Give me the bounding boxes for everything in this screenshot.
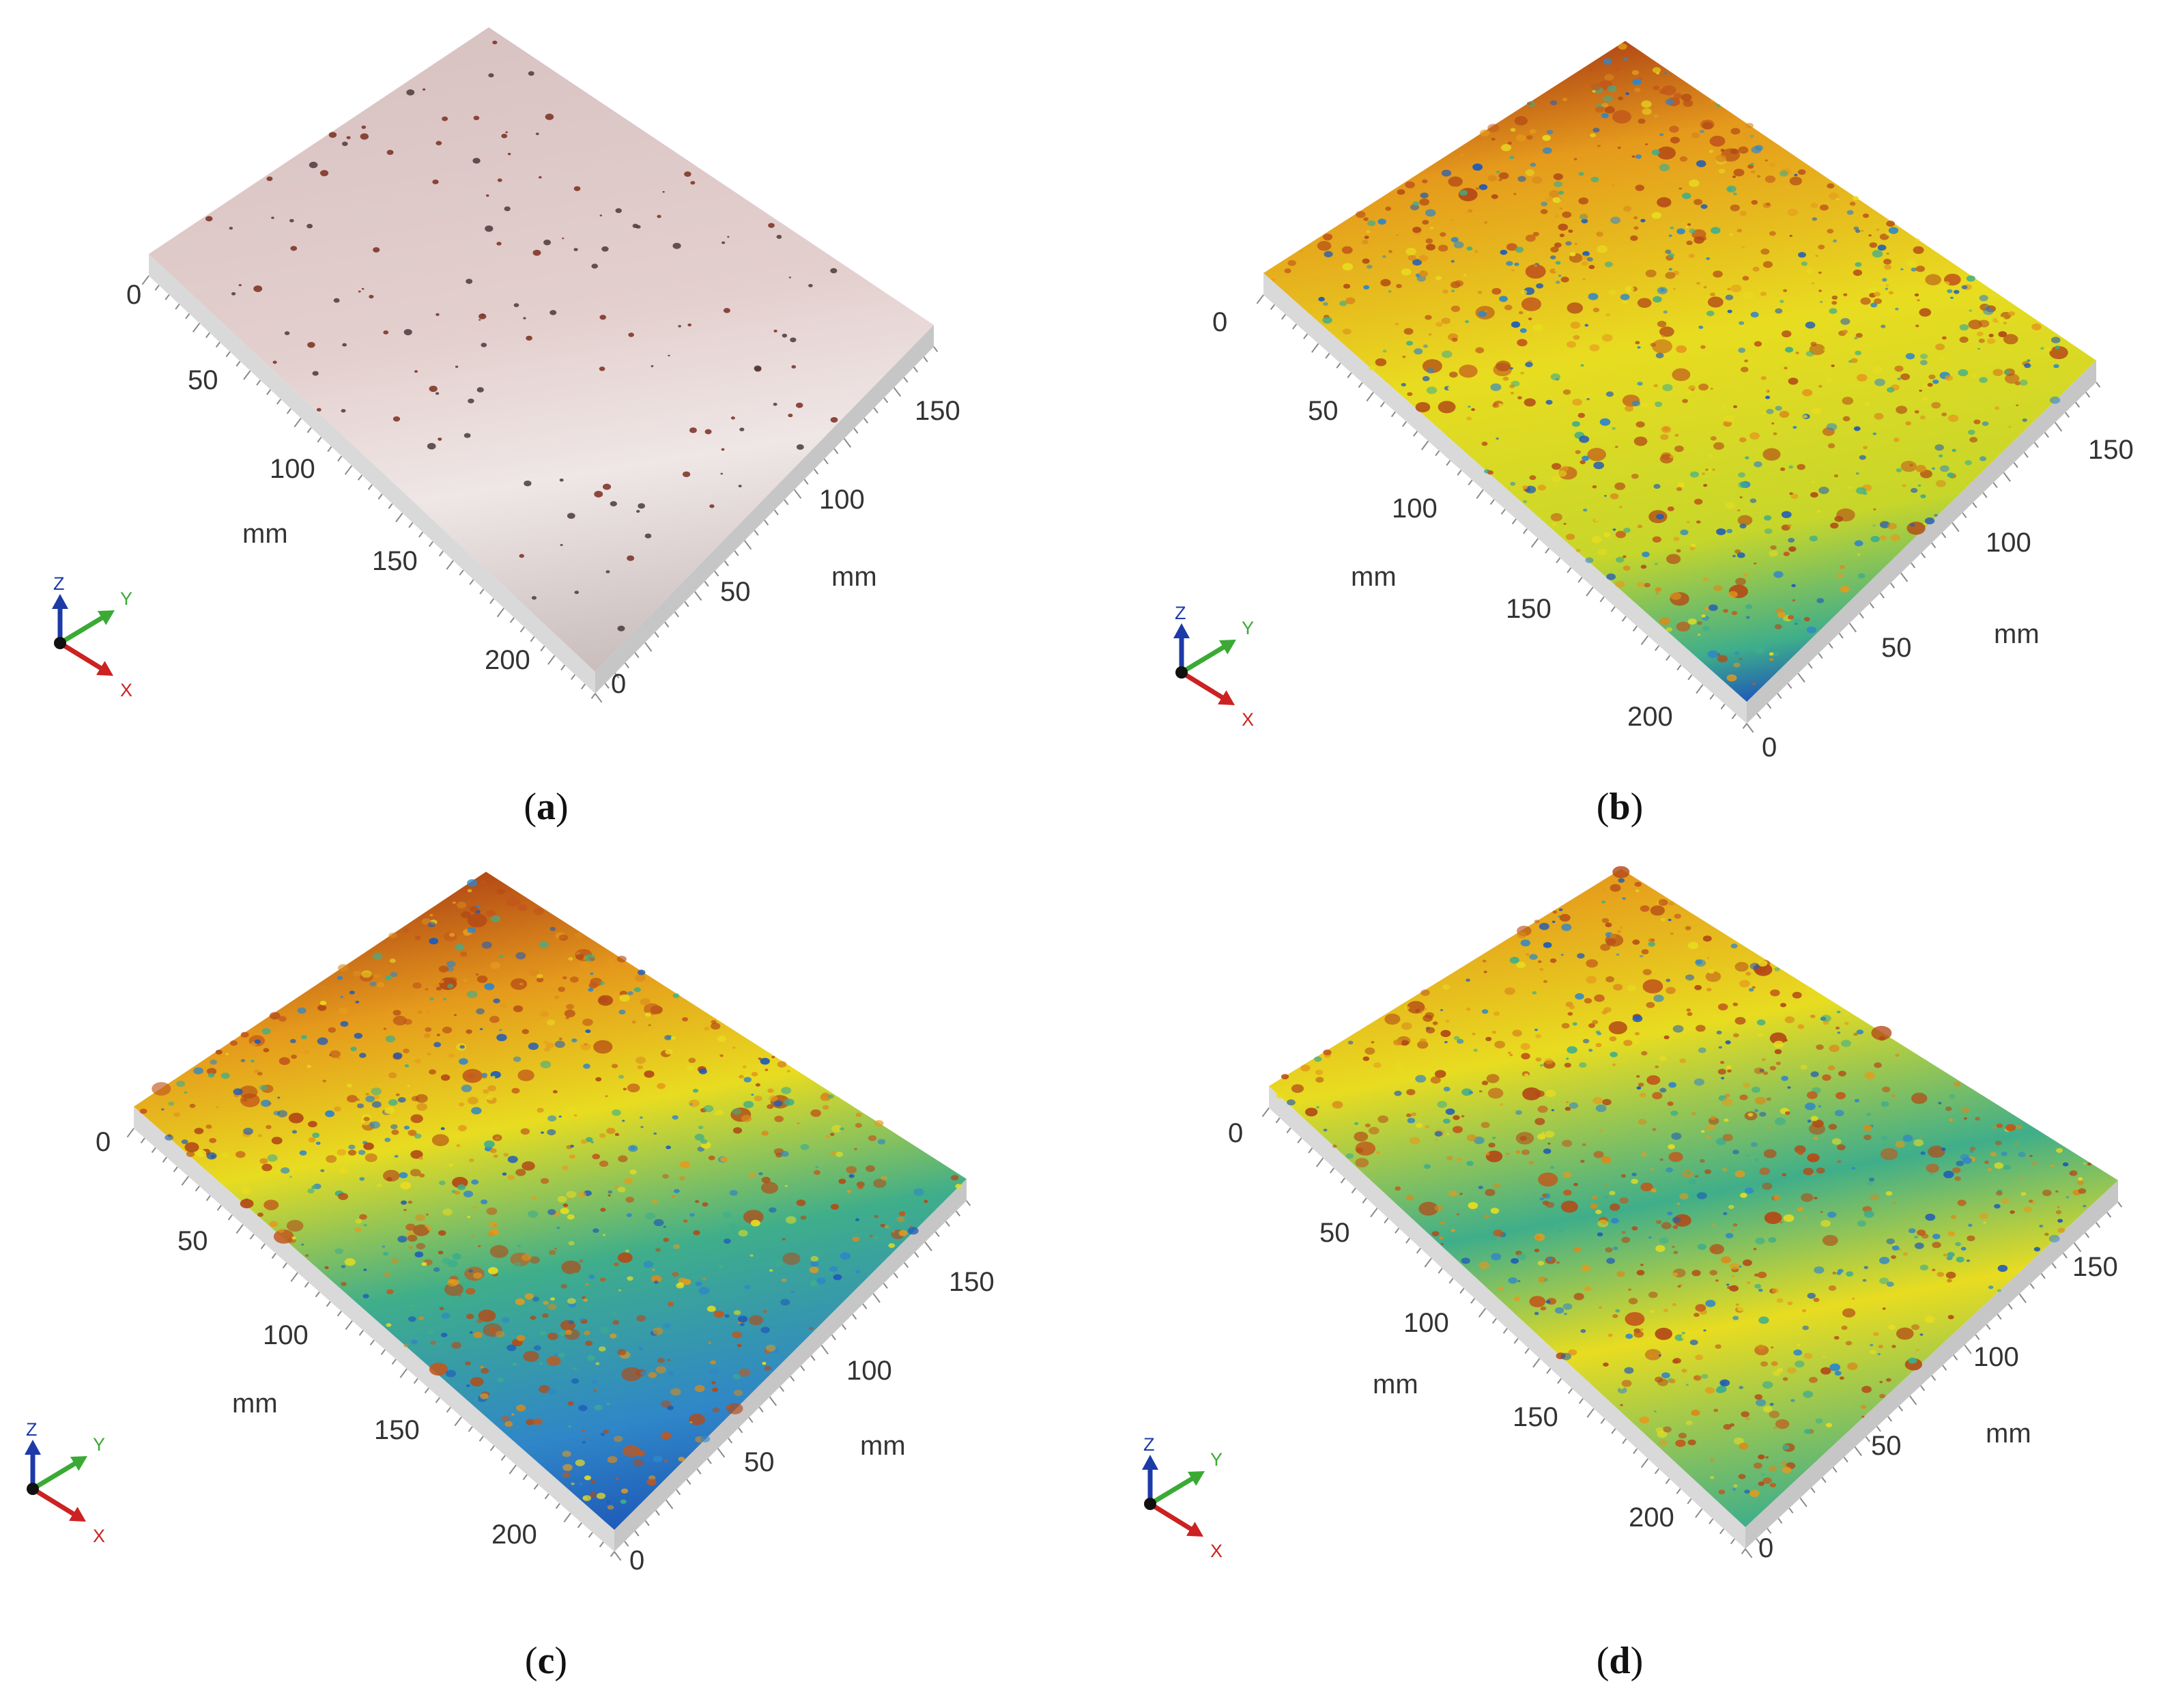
surface-base <box>134 1107 614 1552</box>
triad-z-label: Z <box>1175 603 1186 623</box>
unit-left: mm <box>232 1389 278 1419</box>
tick-left-50: 50 <box>188 365 218 395</box>
caption-a: (a) <box>524 786 569 828</box>
triad-x-label: X <box>1210 1541 1223 1561</box>
tick-right-150: 150 <box>2088 435 2134 465</box>
unit-left: mm <box>242 519 288 549</box>
tick-left-200: 200 <box>485 645 530 675</box>
tick-left-100: 100 <box>1403 1308 1449 1338</box>
y-axis-icon <box>59 610 115 646</box>
caption-d: (d) <box>1596 1640 1644 1682</box>
surface-base-right <box>595 325 934 694</box>
axis-triad: Z Y X <box>1173 603 1254 730</box>
tick-left-200: 200 <box>1627 702 1673 732</box>
tick-left-50: 50 <box>1308 396 1339 426</box>
surface-top <box>149 27 934 672</box>
x-axis-icon <box>1180 670 1235 705</box>
axis-triad: Z Y X <box>52 573 132 700</box>
axis-triad: Z Y X <box>25 1419 105 1546</box>
origin-dot <box>27 1483 39 1495</box>
z-axis-icon <box>25 1440 41 1489</box>
tick-left-200: 200 <box>491 1520 537 1550</box>
caption-c: (c) <box>524 1640 568 1682</box>
tick-left-50: 50 <box>177 1226 208 1256</box>
unit-right: mm <box>1994 619 2040 649</box>
surface-base <box>1269 1086 1745 1549</box>
tick-left-0: 0 <box>126 280 141 310</box>
origin-dot <box>54 637 66 649</box>
unit-right: mm <box>1986 1419 2031 1449</box>
panel-a-plot: 0 50 100 150 200 mm 0 50 100 150 mm Z Y X <box>52 27 960 703</box>
panel-c-plot: 0 50 100 150 200 mm 0 50 100 150 mm Z Y X <box>25 872 995 1576</box>
tick-right-0: 0 <box>1758 1533 1773 1563</box>
panel-d-plot: 0 50 100 150 200 mm 0 50 100 150 mm Z Y X <box>1142 866 2123 1563</box>
tick-right-0: 0 <box>1762 732 1777 763</box>
panel-b-plot: 0 50 100 150 200 mm 0 50 100 150 mm Z Y X <box>1173 41 2134 763</box>
tick-left-150: 150 <box>374 1415 420 1445</box>
triad-z-label: Z <box>26 1419 38 1440</box>
origin-dot <box>1175 666 1188 679</box>
tick-right-0: 0 <box>611 669 626 699</box>
tick-left-0: 0 <box>96 1127 111 1157</box>
tick-right-150: 150 <box>915 396 960 426</box>
x-axis-icon <box>59 641 113 676</box>
y-axis-icon <box>1180 640 1236 675</box>
triad-x-label: X <box>1242 709 1254 730</box>
triad-x-label: X <box>120 680 132 700</box>
unit-right: mm <box>831 562 877 592</box>
caption-b: (b) <box>1596 786 1644 828</box>
surface-base <box>1263 273 1747 724</box>
surface-top <box>134 872 967 1530</box>
unit-right: mm <box>860 1431 906 1461</box>
x-axis-icon <box>1149 1502 1203 1537</box>
tick-left-200: 200 <box>1629 1503 1674 1533</box>
y-axis-icon <box>1149 1471 1205 1507</box>
tick-right-150: 150 <box>2072 1252 2118 1282</box>
tick-right-50: 50 <box>1871 1431 1902 1461</box>
unit-left: mm <box>1373 1369 1418 1399</box>
tick-left-100: 100 <box>270 454 315 484</box>
z-axis-icon <box>52 594 68 643</box>
tick-left-150: 150 <box>1513 1402 1558 1432</box>
tick-left-100: 100 <box>263 1320 309 1350</box>
tick-left-0: 0 <box>1228 1118 1243 1148</box>
y-axis-icon <box>31 1456 87 1492</box>
tick-right-50: 50 <box>720 577 751 607</box>
triad-x-label: X <box>93 1526 105 1546</box>
tick-left-100: 100 <box>1392 494 1438 524</box>
triad-z-label: Z <box>53 573 65 594</box>
tick-left-0: 0 <box>1212 307 1227 337</box>
surface-base-right <box>1747 360 2096 724</box>
triad-y-label: Y <box>1242 618 1254 638</box>
tick-left-150: 150 <box>372 546 418 576</box>
triad-y-label: Y <box>1210 1449 1223 1470</box>
triad-z-label: Z <box>1143 1434 1155 1455</box>
surface-base-right <box>1745 1180 2118 1549</box>
z-axis-icon <box>1142 1455 1158 1504</box>
tick-left-150: 150 <box>1506 594 1552 624</box>
triad-y-label: Y <box>120 588 132 609</box>
origin-dot <box>1144 1498 1156 1510</box>
tick-right-100: 100 <box>1986 528 2031 558</box>
surface-base <box>149 254 595 694</box>
axis-triad: Z Y X <box>1142 1434 1223 1561</box>
triad-y-label: Y <box>93 1434 105 1455</box>
tick-left-50: 50 <box>1319 1218 1350 1248</box>
unit-left: mm <box>1351 562 1397 592</box>
tick-right-150: 150 <box>949 1267 995 1297</box>
tick-right-100: 100 <box>846 1356 892 1386</box>
surface-base-right <box>614 1179 967 1552</box>
tick-right-100: 100 <box>1973 1342 2019 1372</box>
x-axis-icon <box>31 1487 86 1522</box>
tick-right-100: 100 <box>819 485 865 515</box>
z-axis-icon <box>1173 623 1190 672</box>
tick-right-50: 50 <box>744 1447 775 1477</box>
tick-right-50: 50 <box>1881 633 1912 663</box>
tick-right-0: 0 <box>629 1546 644 1576</box>
